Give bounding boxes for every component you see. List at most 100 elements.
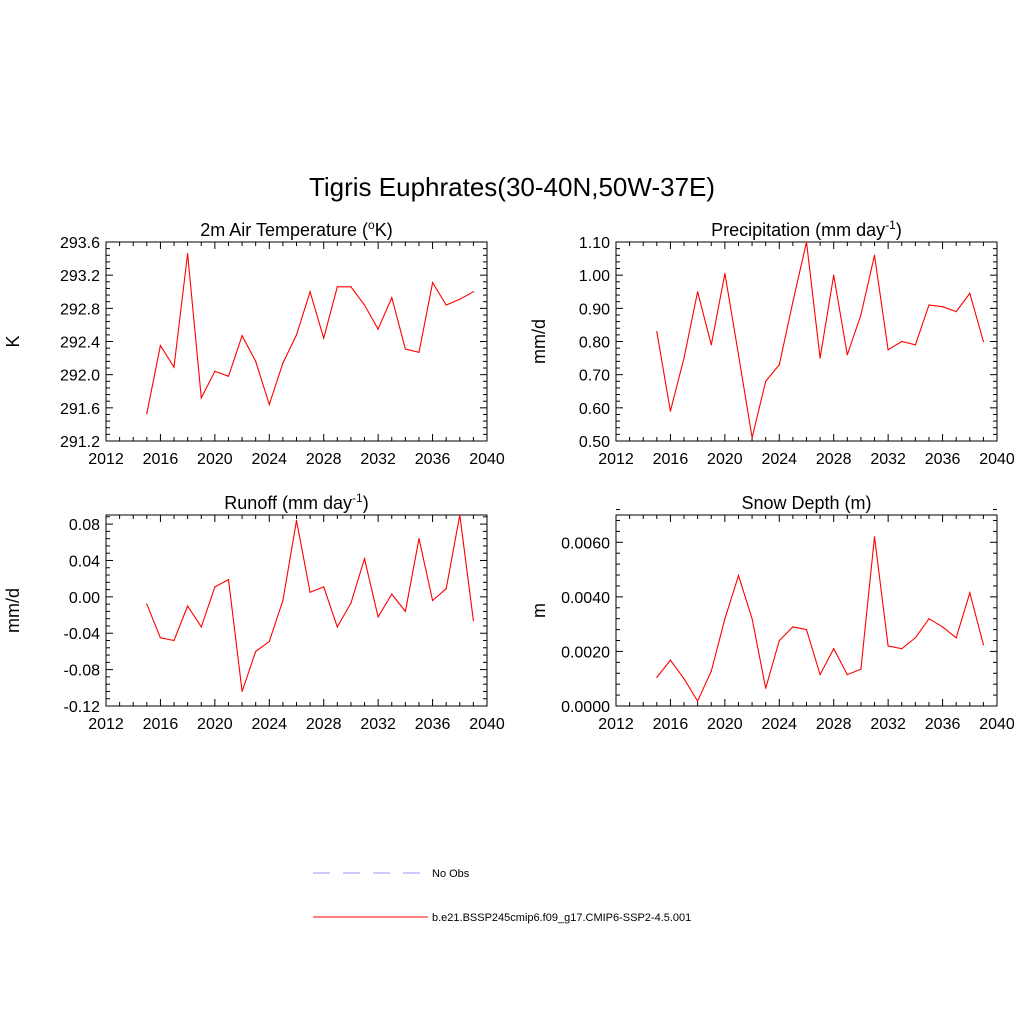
x-tick-label: 2012 (88, 716, 124, 733)
data-point (187, 605, 189, 607)
data-point (214, 586, 216, 588)
data-point (901, 648, 903, 650)
data-point (941, 626, 944, 628)
x-tick-label: 2036 (415, 451, 451, 468)
legend-label: b.e21.BSSP245cmip6.f09_g17.CMIP6-SSP2-4.… (432, 912, 691, 924)
data-point (295, 519, 298, 522)
x-tick-label: 2028 (816, 716, 852, 733)
y-tick-label: 0.00 (69, 590, 100, 607)
panel-title-end: K) (375, 220, 393, 240)
legend-label: No Obs (432, 868, 470, 880)
y-axis-label: m (529, 603, 549, 618)
data-point (227, 375, 230, 377)
data-point (846, 354, 848, 356)
panel-title: 2m Air Temperature (oK) (200, 218, 392, 240)
data-point (928, 304, 930, 306)
y-tick-label: 0.70 (579, 368, 610, 385)
y-tick-label: 293.2 (60, 268, 100, 285)
data-point (391, 296, 393, 299)
data-point (941, 306, 944, 308)
chart-panel-1: 2m Air Temperature (oK) 2012 2016 2020 2024 2… (3, 218, 505, 468)
x-tick-label: 2040 (979, 716, 1015, 733)
data-point (724, 272, 726, 275)
plot-frame (105, 241, 488, 442)
data-point (860, 314, 862, 316)
data-point (737, 354, 740, 356)
x-tick-label: 2040 (469, 716, 505, 733)
y-tick-label: -0.04 (64, 626, 101, 643)
data-point (928, 618, 930, 620)
data-point (778, 639, 780, 642)
series-line (656, 241, 984, 438)
data-point (268, 403, 270, 406)
x-tick-label: 2024 (761, 451, 797, 468)
data-point (805, 241, 808, 243)
data-point (241, 335, 243, 337)
data-point (336, 286, 338, 288)
panels: 2m Air Temperature (oK) 2012 2016 2020 2024 2… (3, 218, 1015, 733)
data-point (982, 644, 984, 646)
data-point (765, 687, 767, 689)
y-axis-label: K (3, 335, 23, 347)
data-point (846, 674, 848, 676)
data-point (710, 670, 712, 672)
data-point (363, 558, 366, 560)
panel-title: Snow Depth (m) (741, 493, 871, 513)
y-tick-label: 291.2 (60, 434, 100, 451)
data-point (765, 380, 767, 382)
data-point (255, 360, 257, 362)
x-tick-label: 2024 (251, 451, 287, 468)
y-tick-label: 292.4 (60, 335, 100, 352)
data-point (669, 659, 672, 661)
data-point (404, 610, 406, 613)
data-point (146, 603, 148, 605)
x-tick-label: 2016 (143, 716, 179, 733)
data-point (363, 304, 366, 306)
data-point (214, 370, 216, 372)
x-tick-label: 2020 (197, 451, 233, 468)
data-point (669, 410, 672, 412)
x-tick-label: 2012 (88, 451, 124, 468)
data-point (724, 618, 726, 620)
data-point (710, 344, 712, 346)
x-tick-label: 2020 (707, 451, 743, 468)
panel-title-text: Runoff (mm day (224, 493, 352, 513)
data-point (778, 364, 780, 366)
chart-panel-3: Runoff (mm day-1) 2012 2016 2020 2024 2028 203… (3, 491, 505, 733)
panel-title-text: Snow Depth (m) (741, 493, 871, 513)
data-point (833, 648, 835, 650)
chart-panel-4: Snow Depth (m) 2012 2016 2020 2024 2028 2032 20… (529, 493, 1015, 733)
data-point (173, 366, 175, 368)
y-tick-label: 0.90 (579, 301, 610, 318)
data-point (377, 328, 379, 330)
data-point (350, 286, 352, 288)
series-line (656, 536, 984, 703)
y-axis-label: mm/d (3, 588, 23, 633)
y-tick-label: 0.0060 (561, 535, 610, 552)
y-tick-label: 291.6 (60, 401, 100, 418)
data-point (282, 362, 284, 364)
data-point (751, 618, 753, 620)
data-point (472, 291, 474, 293)
x-tick-label: 2028 (306, 451, 342, 468)
data-point (860, 668, 862, 670)
data-point (459, 514, 461, 516)
data-point (792, 301, 794, 303)
data-point (431, 599, 434, 602)
data-point (146, 413, 148, 415)
data-point (173, 639, 175, 642)
data-point (418, 538, 420, 540)
y-tick-label: 292.8 (60, 301, 100, 318)
data-point (737, 574, 740, 577)
data-point (159, 345, 162, 347)
panel-title-end: ) (363, 493, 369, 513)
panel-title-text: 2m Air Temperature ( (200, 220, 368, 240)
y-tick-label: 0.60 (579, 401, 610, 418)
y-axis-label: mm/d (529, 319, 549, 364)
data-point (914, 344, 916, 346)
data-point (377, 616, 379, 618)
data-point (282, 599, 284, 602)
data-point (159, 637, 162, 639)
data-point (656, 676, 658, 678)
x-tick-label: 2040 (979, 451, 1015, 468)
